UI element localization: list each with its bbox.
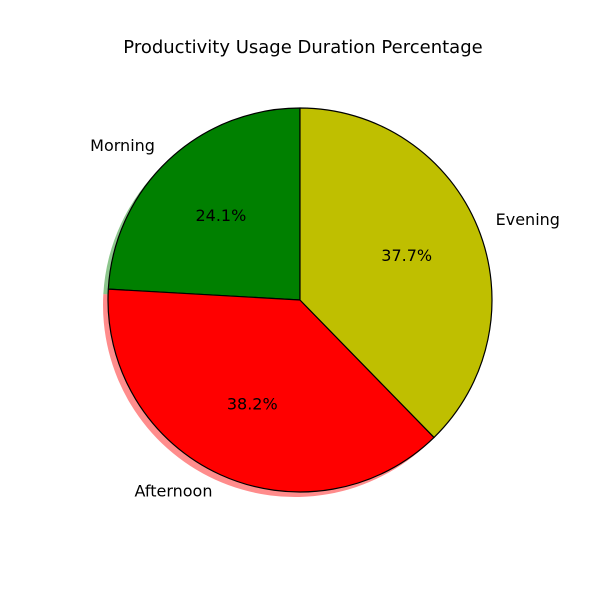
percent-label-afternoon: 38.2% <box>227 394 278 413</box>
pie-labels: Morning 24.1% Afternoon 38.2% Evening 37.7% <box>90 136 560 501</box>
label-evening: Evening <box>496 210 560 229</box>
pie-slices <box>107 107 493 493</box>
slice-evening <box>299 107 493 439</box>
percent-label-evening: 37.7% <box>381 246 432 265</box>
label-afternoon: Afternoon <box>134 482 212 501</box>
label-morning: Morning <box>90 136 155 155</box>
slice-afternoon <box>107 288 435 493</box>
chart-title: Productivity Usage Duration Percentage <box>123 37 482 58</box>
slice-morning <box>107 107 301 301</box>
percent-label-morning: 24.1% <box>195 206 246 225</box>
